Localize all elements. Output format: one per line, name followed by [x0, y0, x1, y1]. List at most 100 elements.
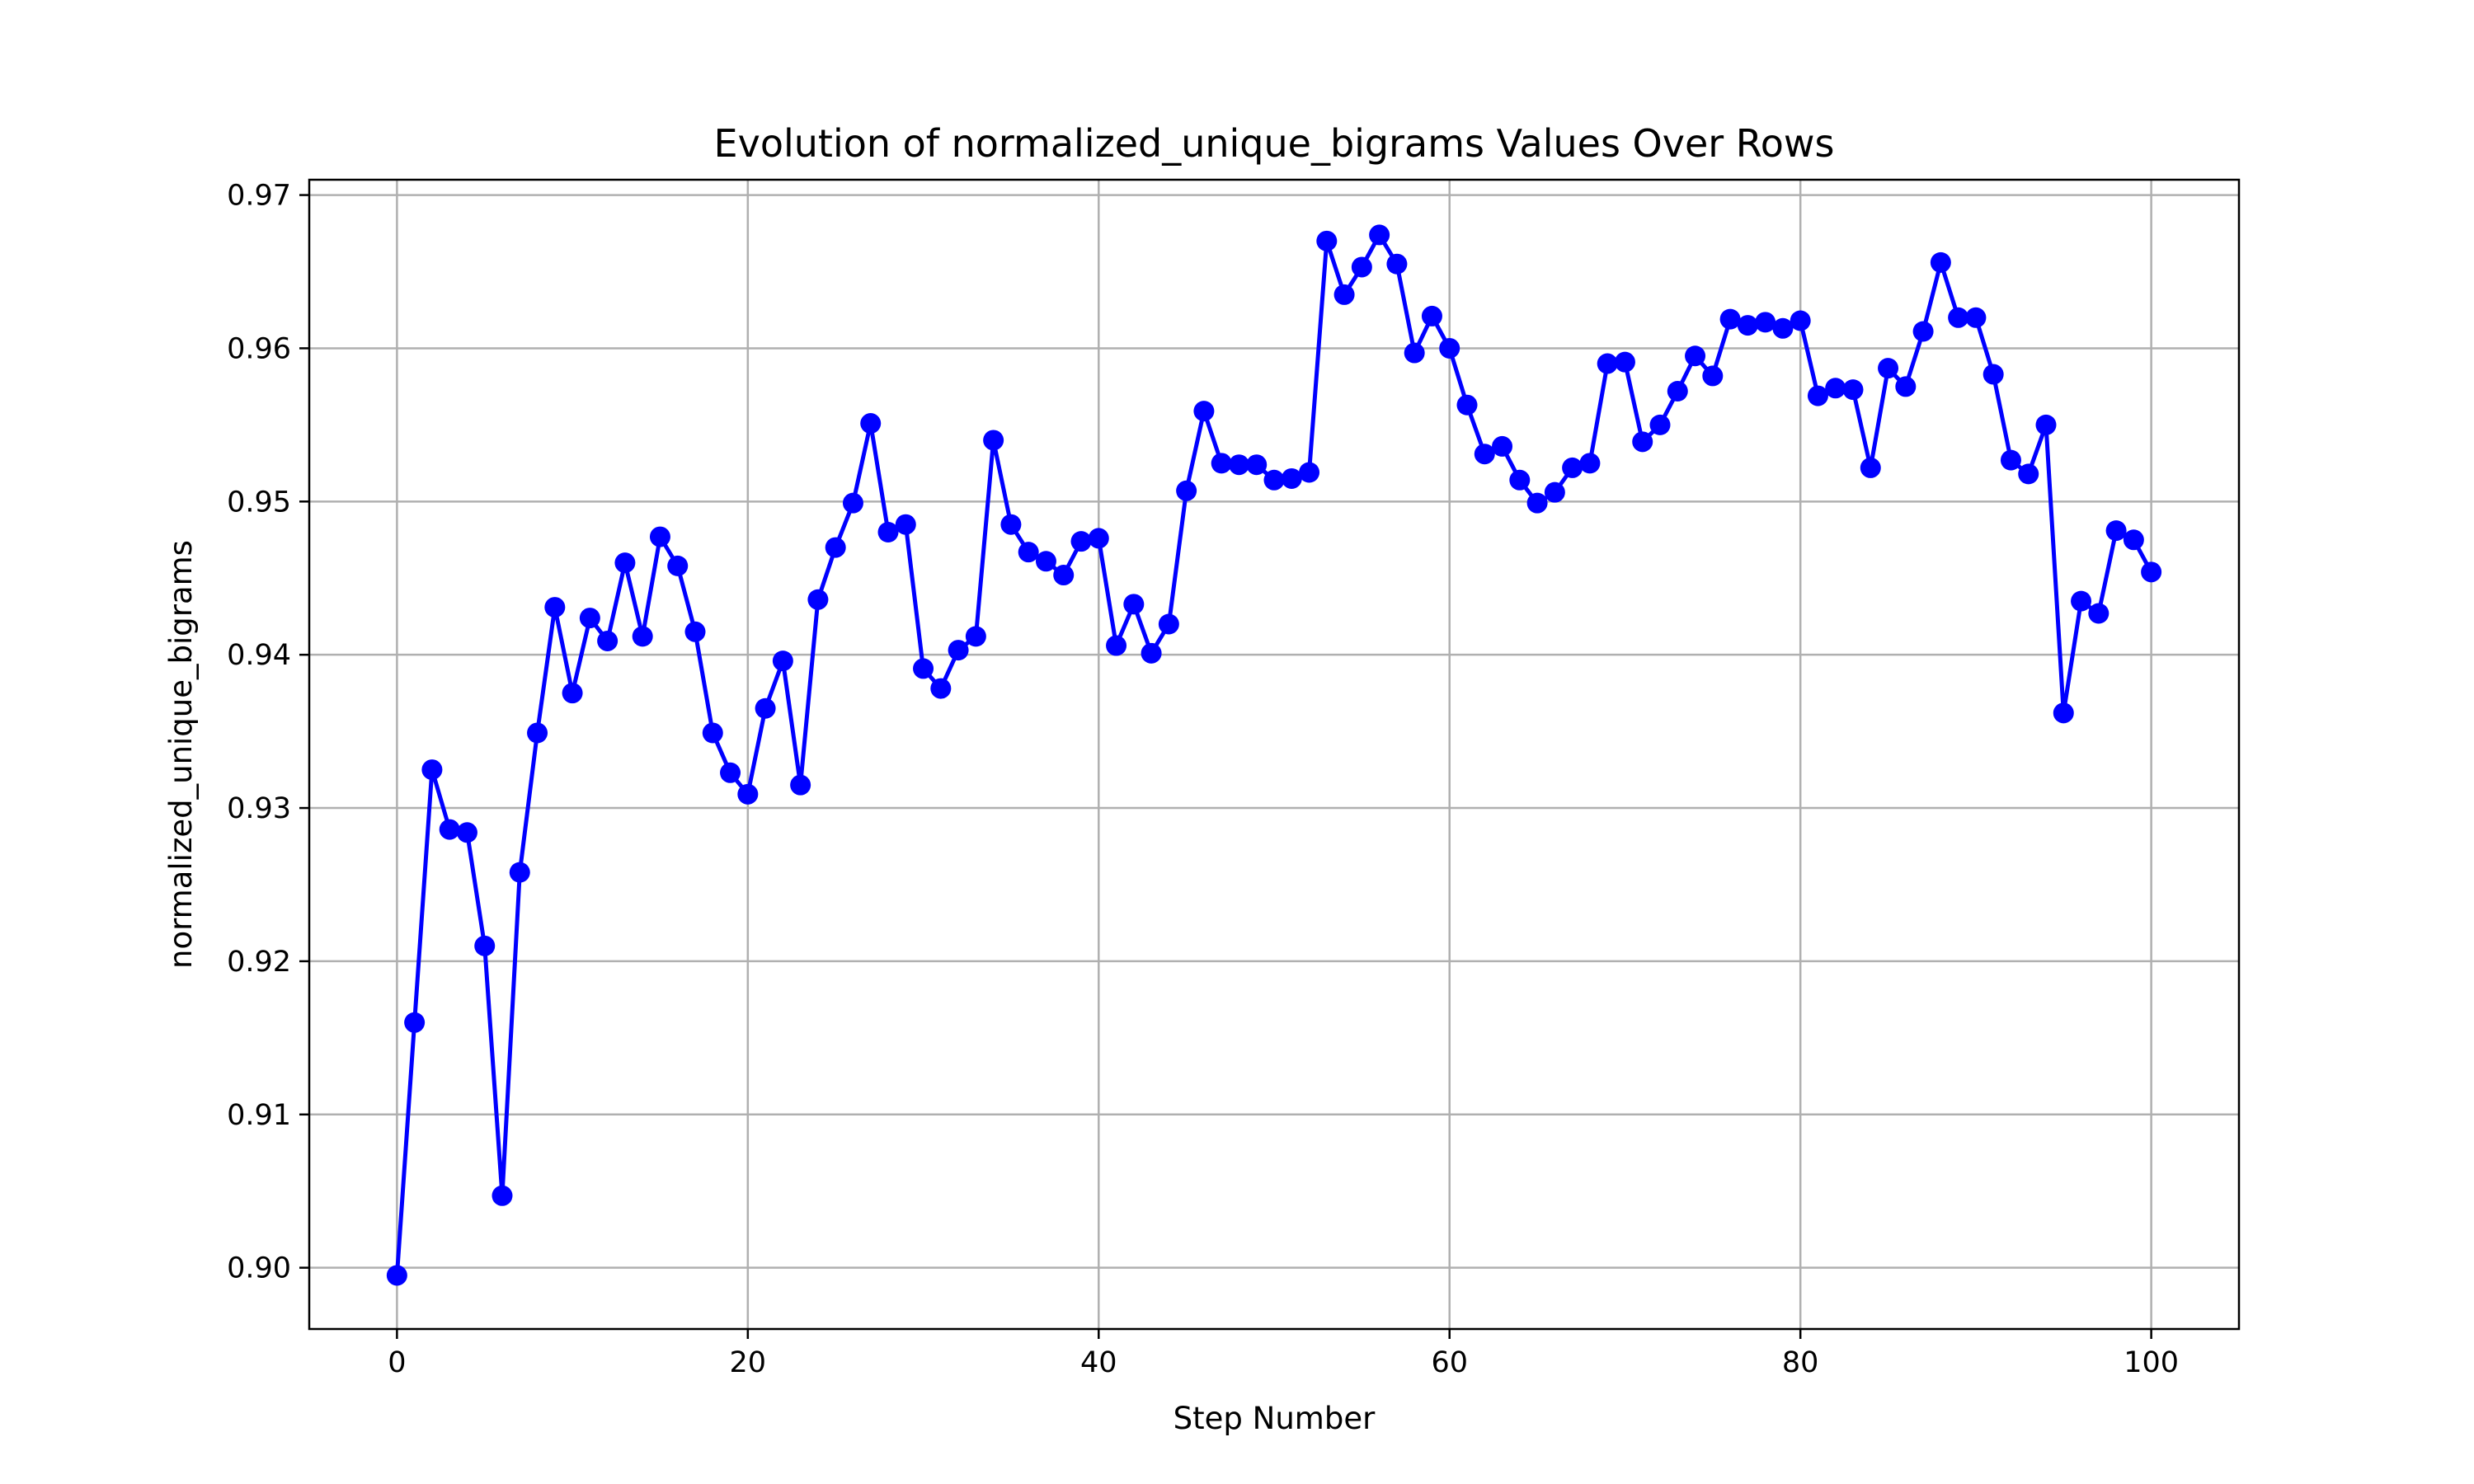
data-point [1316, 230, 1338, 251]
data-point [1685, 345, 1706, 367]
data-point [1579, 453, 1601, 474]
data-point [2141, 561, 2162, 583]
data-point [2018, 463, 2039, 485]
data-point [509, 862, 530, 883]
data-point [1106, 635, 1127, 656]
data-point [1965, 307, 1987, 328]
data-point [684, 621, 706, 642]
data-point [948, 640, 969, 661]
data-point [913, 658, 934, 679]
data-point [1333, 284, 1355, 305]
y-axis-label: normalized_unique_bigrams [163, 540, 199, 969]
data-point [474, 935, 496, 956]
data-point [2105, 520, 2127, 542]
data-point [1632, 431, 1653, 453]
data-point [1860, 457, 1881, 478]
data-point [1509, 469, 1531, 491]
data-point [1053, 565, 1075, 586]
data-point [930, 678, 952, 699]
data-point [1404, 342, 1425, 364]
data-point [807, 589, 829, 610]
data-point [1018, 542, 1039, 563]
y-tick-label: 0.94 [227, 639, 291, 672]
data-point [755, 697, 776, 719]
x-tick-label: 40 [1080, 1346, 1117, 1379]
data-point [1790, 310, 1811, 331]
data-point [1000, 514, 1022, 535]
data-point [1070, 531, 1092, 552]
data-point [1878, 358, 1899, 379]
data-point [1526, 492, 1548, 514]
data-series [386, 224, 2162, 1286]
data-point [860, 413, 882, 434]
data-point [825, 537, 846, 558]
data-point [544, 597, 566, 618]
data-point [492, 1185, 513, 1206]
data-point [1281, 467, 1302, 489]
data-point [1263, 469, 1285, 491]
x-axis-ticks: 0 20 40 60 80 100 [388, 1329, 2179, 1379]
chart-title: Evolution of normalized_unique_bigrams V… [714, 121, 1835, 166]
data-point [1369, 224, 1390, 246]
data-point [877, 521, 899, 542]
data-point [404, 1012, 426, 1033]
data-point [790, 774, 811, 796]
data-point [1492, 435, 1513, 457]
data-point [1825, 378, 1846, 399]
data-point [1088, 528, 1109, 549]
data-point [702, 722, 723, 744]
data-point [842, 492, 863, 514]
data-point [1755, 312, 1776, 333]
data-point [737, 783, 759, 805]
data-point [1948, 307, 1969, 328]
data-point [1439, 337, 1460, 359]
data-point [1544, 481, 1565, 503]
data-point [1807, 385, 1828, 406]
data-point [1649, 414, 1671, 435]
y-tick-label: 0.97 [227, 180, 291, 213]
plot-frame [308, 178, 2241, 1331]
data-point [439, 819, 460, 840]
data-point [667, 555, 689, 576]
x-tick-label: 60 [1431, 1346, 1468, 1379]
data-point [1895, 376, 1917, 397]
y-tick-label: 0.90 [227, 1252, 291, 1285]
data-point [1982, 364, 2004, 385]
data-point [1211, 453, 1232, 474]
data-point [1141, 642, 1162, 664]
data-point [421, 759, 443, 781]
x-tick-label: 20 [730, 1346, 767, 1379]
data-point [562, 683, 583, 704]
data-point [1737, 315, 1758, 336]
y-tick-label: 0.93 [227, 792, 291, 825]
data-point [1158, 613, 1179, 635]
data-point [649, 526, 670, 547]
data-point [1930, 251, 1951, 273]
data-point [1456, 394, 1478, 416]
data-point [632, 626, 653, 647]
data-point [2071, 590, 2092, 612]
y-tick-label: 0.91 [227, 1099, 291, 1132]
data-point [1667, 380, 1688, 402]
data-point [1842, 379, 1864, 401]
data-point [983, 430, 1004, 451]
data-point [1912, 321, 1934, 342]
y-tick-label: 0.96 [227, 332, 291, 365]
y-tick-label: 0.92 [227, 946, 291, 979]
x-tick-label: 0 [388, 1346, 406, 1379]
x-tick-label: 80 [1782, 1346, 1819, 1379]
data-point [2000, 449, 2021, 471]
data-point [1719, 308, 1741, 330]
data-point [1193, 401, 1215, 422]
y-axis-ticks: 0.90 0.91 0.92 0.93 0.94 0.95 0.96 0.97 [227, 180, 309, 1285]
data-point [1474, 444, 1495, 465]
data-point [597, 630, 618, 651]
data-point [1614, 351, 1635, 373]
data-point [2035, 414, 2057, 435]
y-tick-label: 0.95 [227, 486, 291, 519]
data-point [772, 650, 793, 672]
data-point [1299, 462, 1320, 483]
data-point [895, 514, 916, 535]
